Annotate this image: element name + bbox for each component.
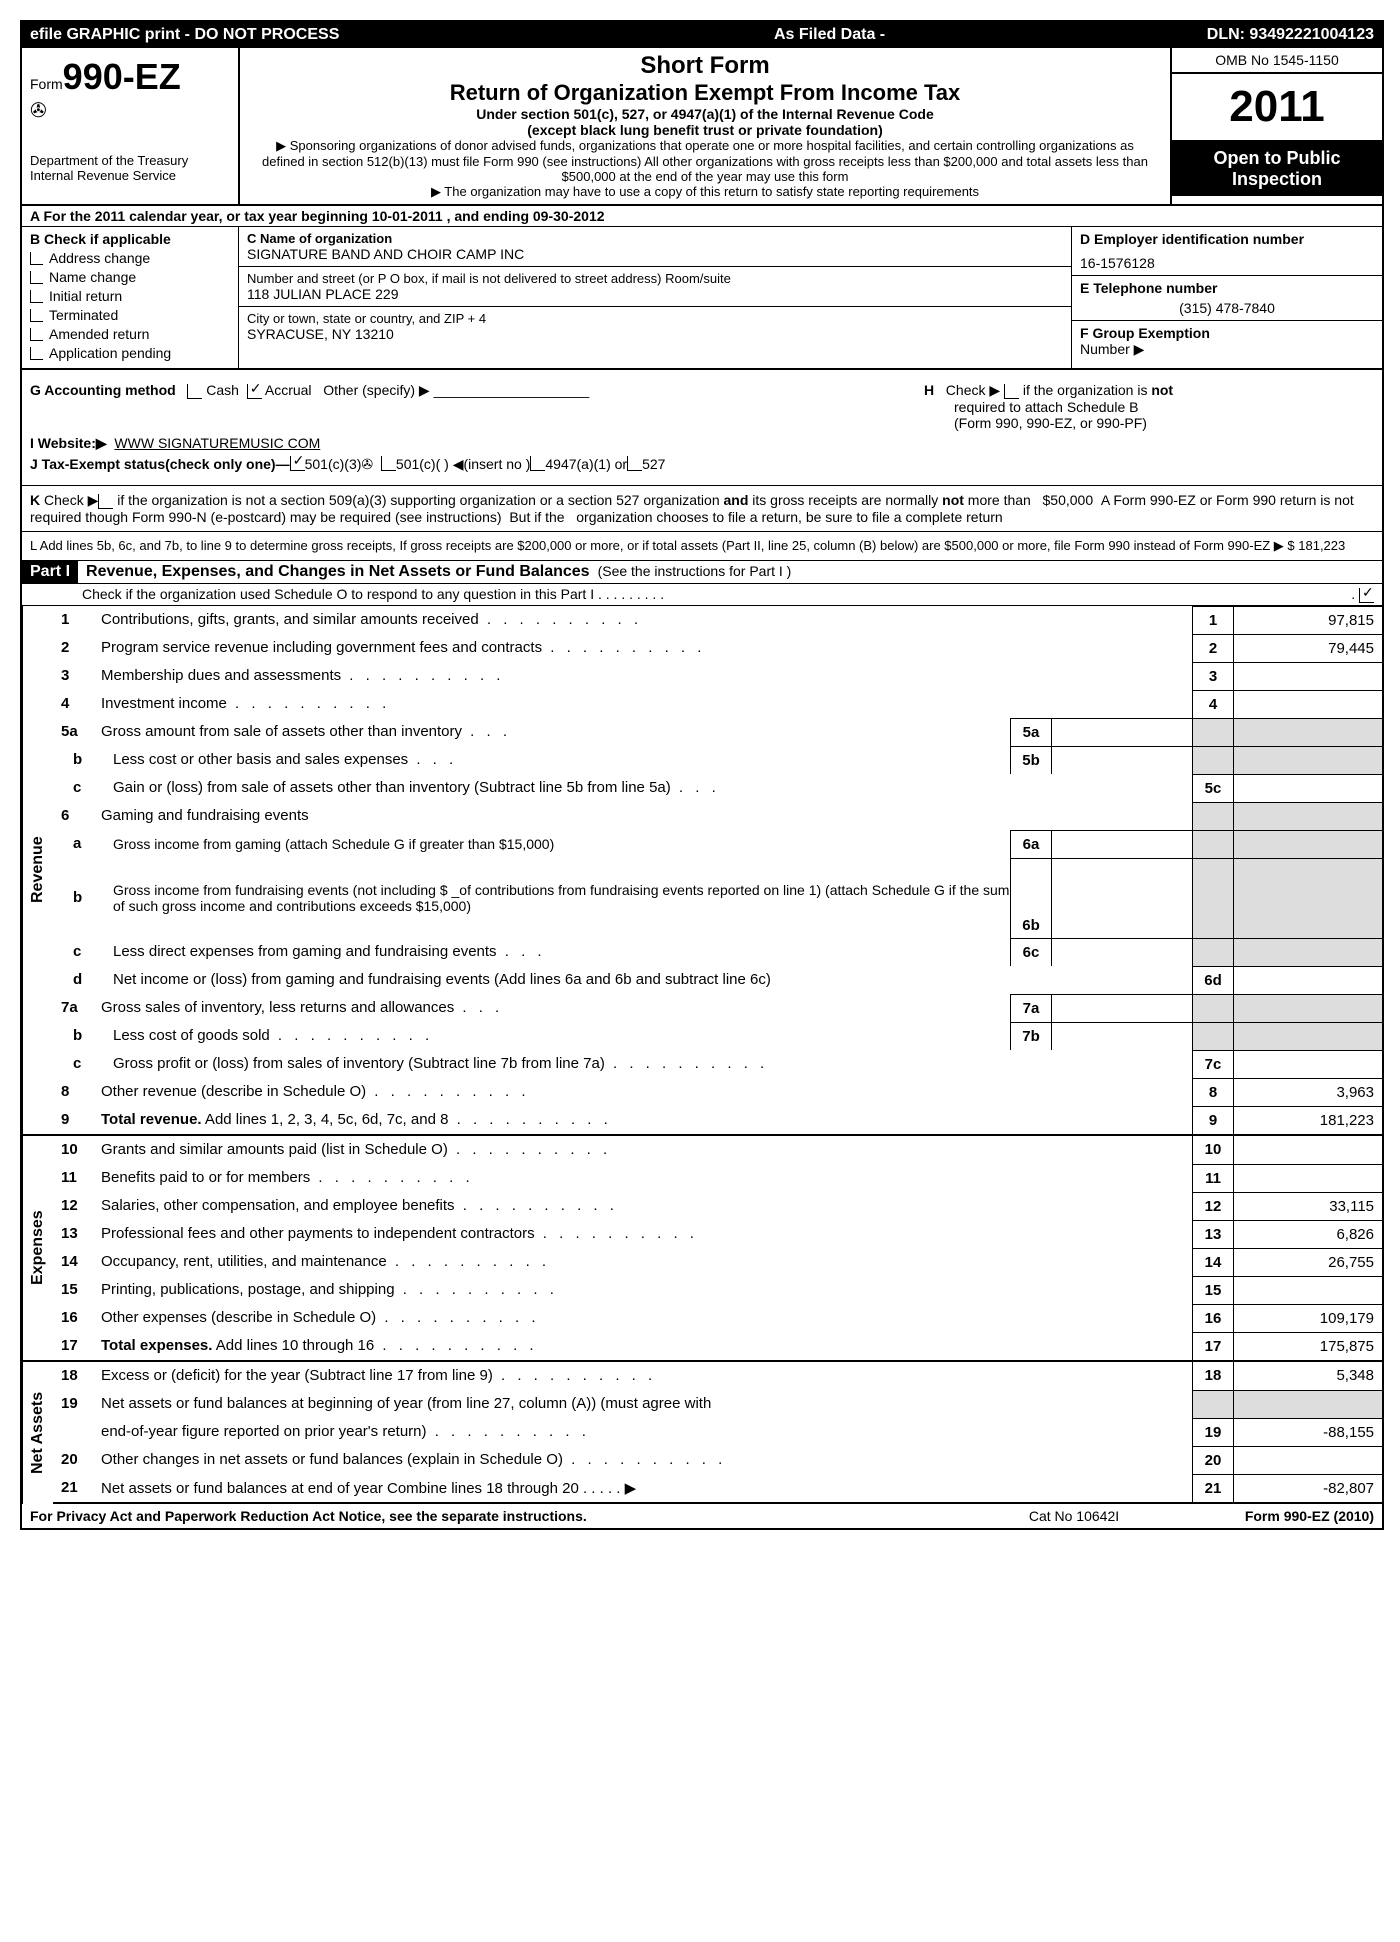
right-header: OMB No 1545-1150 2011 Open to Public Ins… [1170, 48, 1382, 204]
cb-527[interactable] [627, 456, 642, 471]
cb-terminated[interactable]: Terminated [30, 307, 230, 323]
checkbox-column: B Check if applicable Address change Nam… [22, 227, 239, 368]
sponsor-text: ▶ Sponsoring organizations of donor advi… [260, 138, 1150, 184]
footer: For Privacy Act and Paperwork Reduction … [22, 1504, 1382, 1528]
cb-amended[interactable]: Amended return [30, 326, 230, 342]
cb-accrual[interactable] [247, 384, 262, 399]
val-18: 5,348 [1234, 1362, 1382, 1390]
section-l: L Add lines 5b, 6c, and 7b, to line 9 to… [22, 532, 1382, 561]
section-k: K Check ▶ if the organization is not a s… [22, 486, 1382, 532]
section-g: G Accounting method [30, 382, 176, 398]
expenses-label: Expenses [22, 1136, 53, 1360]
val-10 [1234, 1136, 1382, 1164]
irs: Internal Revenue Service [30, 168, 230, 183]
info-row: B Check if applicable Address change Nam… [22, 227, 1382, 370]
revenue-section: Revenue 1Contributions, gifts, grants, a… [22, 606, 1382, 1134]
val-20 [1234, 1446, 1382, 1474]
footer-catno: Cat No 10642I [974, 1508, 1174, 1524]
group-label2: Number ▶ [1080, 341, 1374, 358]
revenue-label: Revenue [22, 606, 53, 1134]
except-text: (except black lung benefit trust or priv… [260, 122, 1150, 138]
val-9: 181,223 [1234, 1106, 1382, 1134]
netassets-section: Net Assets 18Excess or (deficit) for the… [22, 1360, 1382, 1504]
group-label: F Group Exemption [1080, 325, 1374, 341]
h-line2: required to attach Schedule B [924, 399, 1374, 415]
city-label: City or town, state or country, and ZIP … [247, 311, 1063, 326]
schedule-o-check: Check if the organization used Schedule … [22, 584, 1382, 606]
cb-address-change[interactable]: Address change [30, 250, 230, 266]
subtitle: Under section 501(c), 527, or 4947(a)(1)… [260, 106, 1150, 122]
val-8: 3,963 [1234, 1078, 1382, 1106]
part1-sub: (See the instructions for Part I ) [598, 563, 792, 579]
val-12: 33,115 [1234, 1192, 1382, 1220]
street: 118 JULIAN PLACE 229 [247, 286, 1063, 302]
form-number: 990-EZ [63, 56, 181, 97]
val-16: 109,179 [1234, 1304, 1382, 1332]
top-bar: efile GRAPHIC print - DO NOT PROCESS As … [22, 22, 1382, 48]
netassets-label: Net Assets [22, 1362, 53, 1504]
ein-label: D Employer identification number [1080, 231, 1374, 247]
section-b-header: B Check if applicable [30, 231, 230, 247]
tax-year: 2011 [1172, 74, 1382, 142]
state-req: ▶ The organization may have to use a cop… [260, 184, 1150, 200]
phone: (315) 478-7840 [1080, 296, 1374, 316]
cb-initial-return[interactable]: Initial return [30, 288, 230, 304]
section-a: A For the 2011 calendar year, or tax yea… [22, 206, 1382, 227]
form-990ez: efile GRAPHIC print - DO NOT PROCESS As … [20, 20, 1384, 1530]
val-7c [1234, 1050, 1382, 1078]
part1-header-row: Part I Revenue, Expenses, and Changes in… [22, 561, 1382, 584]
mid-section: G Accounting method Cash Accrual Other (… [22, 370, 1382, 486]
as-filed: As Filed Data - [774, 26, 1074, 44]
dept-treasury: Department of the Treasury [30, 153, 230, 168]
phone-label: E Telephone number [1080, 280, 1374, 296]
cb-4947[interactable] [530, 456, 545, 471]
cb-name-change[interactable]: Name change [30, 269, 230, 285]
val-6d [1234, 966, 1382, 994]
val-13: 6,826 [1234, 1220, 1382, 1248]
right-info-column: D Employer identification number 16-1576… [1071, 227, 1382, 368]
org-name-label: C Name of organization [247, 231, 1063, 246]
center-header: Short Form Return of Organization Exempt… [240, 48, 1170, 204]
h-line3: (Form 990, 990-EZ, or 990-PF) [924, 415, 1374, 431]
cb-cash[interactable] [187, 384, 202, 399]
short-form-title: Short Form [260, 52, 1150, 80]
efile-notice: efile GRAPHIC print - DO NOT PROCESS [30, 26, 774, 44]
ein: 16-1576128 [1080, 247, 1374, 271]
street-label: Number and street (or P O box, if mail i… [247, 271, 1063, 286]
val-1: 97,815 [1234, 606, 1382, 634]
website: WWW SIGNATUREMUSIC COM [114, 435, 320, 452]
val-3 [1234, 662, 1382, 690]
header-section: Form990-EZ ✇ Department of the Treasury … [22, 48, 1382, 206]
cb-schedule-b[interactable] [1004, 384, 1019, 399]
name-address-column: C Name of organization SIGNATURE BAND AN… [239, 227, 1071, 368]
form-prefix: Form [30, 76, 63, 92]
expenses-section: Expenses 10Grants and similar amounts pa… [22, 1134, 1382, 1360]
val-2: 79,445 [1234, 634, 1382, 662]
org-name: SIGNATURE BAND AND CHOIR CAMP INC [247, 246, 1063, 262]
val-21: -82,807 [1234, 1474, 1382, 1502]
part1-label: Part I [22, 561, 78, 583]
section-i: I Website:▶ [30, 435, 107, 452]
city: SYRACUSE, NY 13210 [247, 326, 1063, 342]
cb-501c3[interactable] [290, 456, 305, 471]
val-5c [1234, 774, 1382, 802]
val-11 [1234, 1164, 1382, 1192]
cb-schedule-o[interactable] [1359, 588, 1374, 603]
form-title-box: Form990-EZ ✇ Department of the Treasury … [22, 48, 240, 204]
section-j: J Tax-Exempt status(check only one)— [30, 456, 290, 473]
part1-title: Revenue, Expenses, and Changes in Net As… [78, 561, 598, 583]
val-14: 26,755 [1234, 1248, 1382, 1276]
val-19: -88,155 [1234, 1418, 1382, 1446]
cb-application-pending[interactable]: Application pending [30, 345, 230, 361]
footer-privacy: For Privacy Act and Paperwork Reduction … [30, 1508, 974, 1524]
open-to-public: Open to Public Inspection [1172, 142, 1382, 196]
val-15 [1234, 1276, 1382, 1304]
dln: DLN: 93492221004123 [1074, 26, 1374, 44]
val-4 [1234, 690, 1382, 718]
footer-form: Form 990-EZ (2010) [1174, 1508, 1374, 1524]
return-title: Return of Organization Exempt From Incom… [260, 80, 1150, 106]
omb-number: OMB No 1545-1150 [1172, 48, 1382, 74]
val-17: 175,875 [1234, 1332, 1382, 1360]
cb-501c[interactable] [381, 456, 396, 471]
